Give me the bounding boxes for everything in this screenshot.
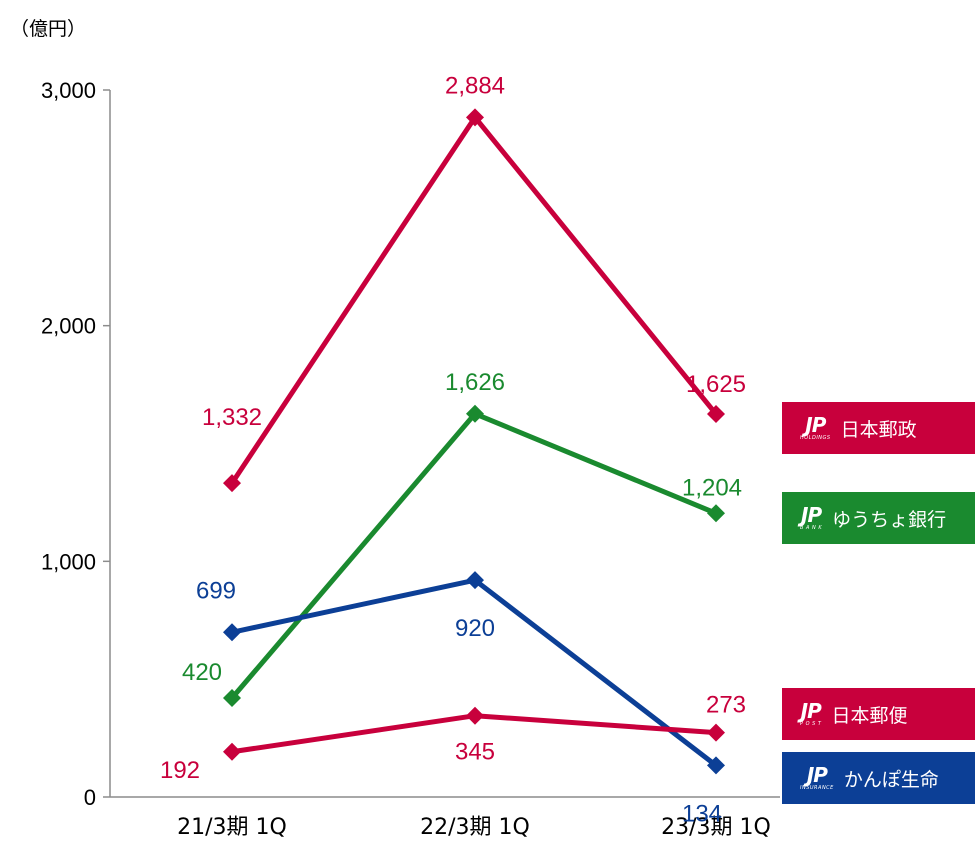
y-tick-label: 0 <box>84 785 96 810</box>
logo-sub: P O S T <box>800 721 822 727</box>
series-line <box>231 577 718 768</box>
data-label: 1,625 <box>686 371 746 398</box>
data-label: 420 <box>182 659 222 686</box>
data-point-marker <box>707 723 725 742</box>
legend-badge-post: JP P O S T 日本郵便 <box>782 688 975 740</box>
logo-sub: INSURANCE <box>800 785 834 791</box>
data-label: 699 <box>196 577 236 604</box>
legend-name: 日本郵政 <box>840 418 917 441</box>
data-label: 1,204 <box>682 474 742 501</box>
data-point-marker <box>223 623 241 642</box>
logo-mark: JP <box>800 699 822 723</box>
unit-label: （億円） <box>10 18 87 40</box>
y-tick-label: 2,000 <box>41 314 96 339</box>
data-label: 345 <box>455 739 495 766</box>
data-point-marker <box>466 706 484 725</box>
data-point-marker <box>223 689 241 708</box>
x-tick-label: 23/3期 1Q <box>661 815 771 840</box>
data-point-marker <box>223 742 241 761</box>
data-label: 273 <box>706 692 746 719</box>
data-point-marker <box>466 404 484 423</box>
logo-mark: JP <box>801 503 822 527</box>
y-tick-label: 3,000 <box>41 78 96 103</box>
legend-name: ゆうちょ銀行 <box>832 508 947 531</box>
data-point-marker <box>707 504 725 523</box>
data-label: 2,884 <box>445 72 505 99</box>
legend-name: 日本郵便 <box>831 704 908 727</box>
jp-logo-icon: JP P O S T <box>800 699 822 727</box>
jp-logo-icon: JP INSURANCE <box>800 765 834 791</box>
logo-mark: JP <box>805 413 826 437</box>
series-line <box>229 114 718 485</box>
logo-sub: HOLDINGS <box>800 435 831 441</box>
legend-badge-holdings: JP HOLDINGS 日本郵政 <box>782 402 975 454</box>
x-tick-label: 21/3期 1Q <box>177 815 287 840</box>
legend-badge-bank: JP B A N K ゆうちょ銀行 <box>782 492 975 544</box>
logo-sub: B A N K <box>800 525 823 531</box>
data-label: 134 <box>682 800 722 827</box>
data-point-marker <box>707 756 725 775</box>
legend-name: かんぽ生命 <box>843 768 939 791</box>
data-label: 192 <box>160 757 200 784</box>
data-point-marker <box>466 108 484 127</box>
logo-mark: JP <box>806 763 828 787</box>
data-label: 920 <box>455 615 495 642</box>
jp-logo-icon: JP HOLDINGS <box>800 415 831 441</box>
data-point-marker <box>223 474 241 493</box>
legend-badge-insurance: JP INSURANCE かんぽ生命 <box>782 752 975 804</box>
jp-logo-icon: JP B A N K <box>800 505 822 531</box>
data-label: 1,626 <box>445 369 505 396</box>
data-point-marker <box>466 571 484 590</box>
series-line <box>230 411 717 700</box>
data-label: 1,332 <box>202 404 262 431</box>
y-tick-label: 1,000 <box>41 549 96 574</box>
data-point-marker <box>707 405 725 424</box>
x-tick-label: 22/3期 1Q <box>420 815 530 840</box>
